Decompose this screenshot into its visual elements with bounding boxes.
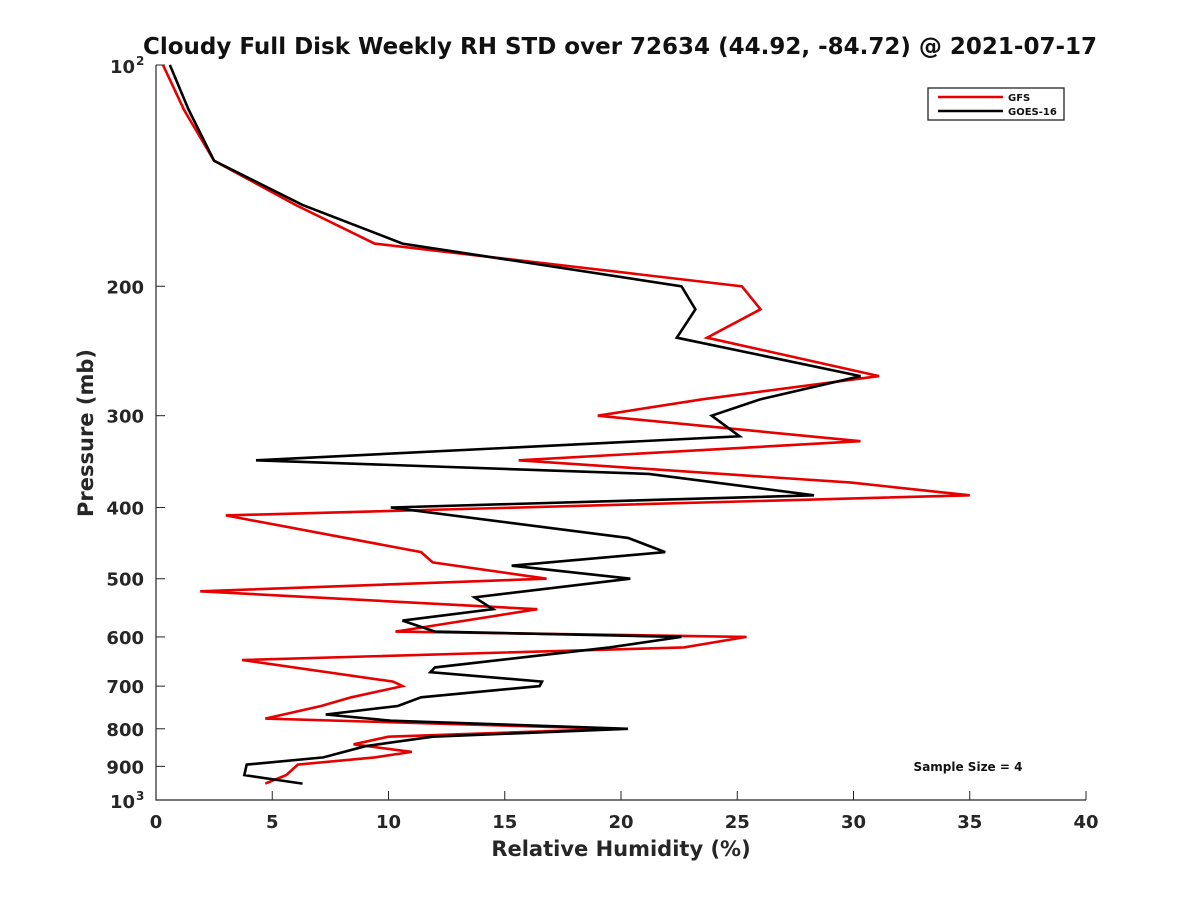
chart-title: Cloudy Full Disk Weekly RH STD over 7263… [143,34,1097,60]
legend: GFS GOES-16 [927,87,1065,121]
x-tick-label: 20 [608,812,633,833]
x-tick-label: 30 [841,812,866,833]
x-tick-label: 40 [1073,812,1098,833]
legend-box [927,87,1065,121]
y-tick-label: 300 [106,407,144,428]
x-tick-label: 35 [957,812,982,833]
x-tick-label: 5 [266,812,279,833]
y-tick-label: 800 [106,720,144,741]
y-tick-label: 600 [106,628,144,649]
axes [155,65,1086,801]
y-tick-exponent: 3 [136,789,144,803]
data-series [161,64,970,785]
x-tick-label: 10 [376,812,401,833]
y-tick-label: 500 [106,570,144,591]
y-axis-label: Pressure (mb) [74,349,98,517]
x-axis-ticks: 0 5 10 15 20 25 30 35 40 [150,791,1099,833]
y-tick-label: 10 [110,57,135,78]
legend-label-goes16: GOES-16 [1008,107,1057,118]
y-tick-label: 400 [106,499,144,520]
legend-label-gfs: GFS [1008,93,1030,104]
x-axis-label: Relative Humidity (%) [491,837,750,861]
x-tick-label: 25 [725,812,750,833]
x-tick-label: 0 [150,812,163,833]
sample-size-annotation: Sample Size = 4 [914,760,1023,774]
y-tick-label: 200 [106,277,144,298]
axis-frame [155,65,1086,801]
series-line-gfs [161,64,970,785]
series-line-goes16 [168,64,861,785]
y-tick-label: 700 [106,677,144,698]
y-tick-label: 10 [110,792,135,813]
x-tick-label: 15 [492,812,517,833]
y-tick-label: 900 [106,757,144,778]
y-tick-exponent: 2 [136,54,144,68]
